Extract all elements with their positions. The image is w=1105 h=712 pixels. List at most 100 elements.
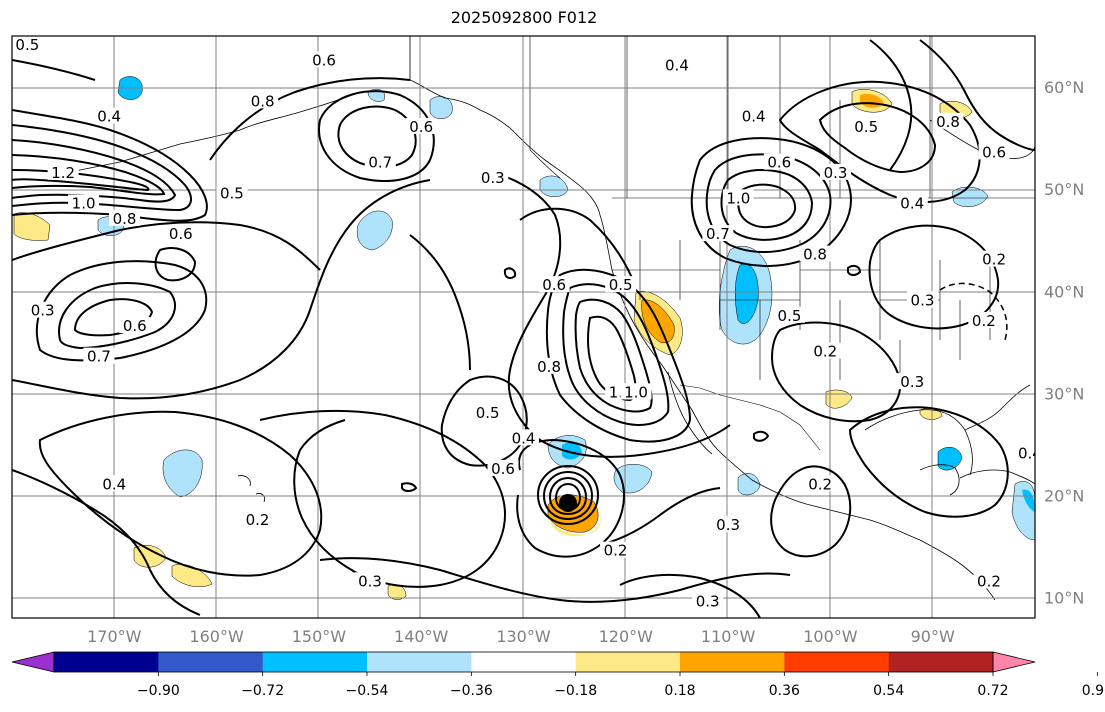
contour-label: 0.3 (824, 164, 848, 182)
contour-label-halo (12, 36, 43, 53)
contour-north-plains-low-3 (720, 169, 814, 241)
contour-label: 0.5 (476, 404, 500, 422)
contour-gulf-alaska-ridge (209, 77, 411, 161)
contour-label-halo (354, 572, 386, 589)
contour-label-halo (605, 276, 637, 293)
contour-gulf-low-inner (337, 105, 417, 168)
colorbar-bin (575, 652, 681, 672)
contour-label-halo (98, 475, 130, 492)
borders-layer (529, 36, 1035, 451)
contour-east-3 (869, 39, 913, 171)
colorbar-tick-label: 0.18 (664, 683, 695, 699)
dashed-contour-east (939, 282, 1008, 341)
latitude-label: 40°N (1044, 282, 1084, 301)
latitude-label: 60°N (1044, 78, 1084, 97)
contour-label: 0.3 (358, 572, 382, 590)
negative-shade-rockies-core (735, 263, 759, 324)
contour-southeast-2 (770, 465, 852, 558)
longitude-labels: 170°W 160°W 150°W 140°W 130°W 120°W 110°W 100°W… (87, 627, 955, 646)
contour-label: 0.7 (706, 225, 730, 243)
contour-label: 0.6 (169, 225, 193, 243)
coastline-cuba (959, 469, 1035, 485)
contour-gulf-ridge (770, 321, 902, 423)
contour-label-halo (533, 357, 565, 374)
contour-hurricane-1 (536, 464, 600, 526)
contour-label: 1.0 (726, 189, 750, 207)
colorbar-tick-label: 0.90 (1082, 683, 1105, 699)
contour-central-pacific-1 (38, 410, 323, 577)
contour-label-halo (216, 184, 248, 201)
contour-bering-4 (12, 154, 166, 196)
contour-small-loop-mexico (753, 430, 770, 442)
contour-label-halo (364, 153, 396, 170)
contour-label: 0.3 (696, 593, 720, 611)
contour-label: 1.0 (72, 194, 96, 212)
colorbar-bin (54, 652, 159, 672)
coastline-gulf-mexico (864, 409, 973, 476)
dashed-contour-layer (939, 282, 1008, 341)
contour-bering-3 (12, 139, 177, 203)
contour-bering-1 (12, 109, 208, 222)
contour-label-halo (896, 194, 928, 211)
contour-label: 0.6 (409, 118, 433, 136)
contour-label-halo (738, 107, 770, 124)
contour-label-halo (661, 56, 693, 73)
contour-label: 0.2 (246, 511, 270, 529)
contour-label-halo (487, 459, 519, 476)
contour-label: 0.8 (251, 92, 275, 110)
contour-label: 0.2 (972, 312, 996, 330)
colorbar-bin (367, 652, 472, 672)
longitude-label: 160°W (189, 627, 244, 646)
contour-label-halo (850, 117, 882, 134)
contour-label: 0.8 (113, 210, 137, 228)
colorbar-bin (680, 652, 785, 672)
contour-label: 0.6 (123, 317, 147, 335)
latitude-label: 10°N (1044, 589, 1084, 608)
contour-label-halo (405, 117, 437, 134)
contour-label: 0.6 (542, 276, 566, 294)
contour-east-4 (919, 39, 1035, 151)
contour-small-loop-dakota (847, 264, 862, 276)
colorbar-bin (888, 652, 994, 672)
contour-label: 0.4 (1018, 445, 1042, 463)
contour-north-plains-low-4 (737, 183, 797, 229)
contour-label-halo (978, 143, 1010, 160)
contour-label-halo (820, 163, 852, 180)
colorbar-tick-label: −0.90 (137, 683, 180, 699)
contour-offshore-arc (479, 169, 731, 458)
contour-cal-low-3 (574, 298, 653, 413)
contour-label: 0.5 (220, 184, 244, 202)
map-panel: 0.6 0.8 0.6 0.7 0.4 0.5 1.2 1.0 0.8 0.6 0.5 0.3 0.6 0… (11, 35, 1042, 619)
latitude-label: 20°N (1044, 486, 1084, 505)
contour-small-loop-hawaii (401, 482, 418, 492)
contour-label: 0.4 (97, 108, 121, 126)
contour-label-layer: 0.6 0.8 0.6 0.7 0.4 0.5 1.2 1.0 0.8 0.6 0.5 0.3 0.6 0… (12, 36, 1042, 611)
colorbar-extend-max (992, 651, 1036, 673)
contour-label-halo (968, 311, 1000, 328)
longitude-label: 150°W (292, 627, 347, 646)
longitude-label: 140°W (394, 627, 449, 646)
contour-label: 0.2 (604, 542, 628, 560)
contour-label: 1.2 (51, 164, 75, 182)
longitude-label: 120°W (599, 627, 654, 646)
contour-label: 0.5 (778, 307, 802, 325)
latitude-label: 50°N (1044, 180, 1084, 199)
contour-label-halo (508, 429, 539, 446)
contour-west-ridge-2 (12, 179, 431, 400)
contour-hurricane-2 (542, 470, 594, 521)
contour-hurricane-3 (548, 476, 588, 516)
coastline-hawaii (237, 475, 265, 503)
contour-label-halo (165, 225, 197, 242)
coastline-florida (964, 384, 1031, 431)
negative-shade-pacific-ne (356, 210, 393, 251)
coastline-alaska (409, 36, 601, 216)
negative-shade-gulf-alaska-2 (367, 89, 386, 102)
contour-southern-edge (619, 573, 761, 618)
colorbar-extend-min (11, 651, 55, 673)
contour-label: 0.6 (491, 460, 515, 478)
contour-label-halo (247, 92, 279, 109)
contour-cal-low-2 (562, 283, 670, 426)
latitude-label: 30°N (1044, 384, 1084, 403)
contour-label-halo (308, 51, 340, 68)
contour-label-halo (600, 541, 632, 558)
